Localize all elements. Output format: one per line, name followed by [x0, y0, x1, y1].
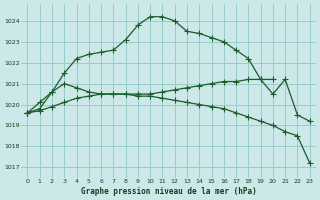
X-axis label: Graphe pression niveau de la mer (hPa): Graphe pression niveau de la mer (hPa)	[81, 187, 256, 196]
